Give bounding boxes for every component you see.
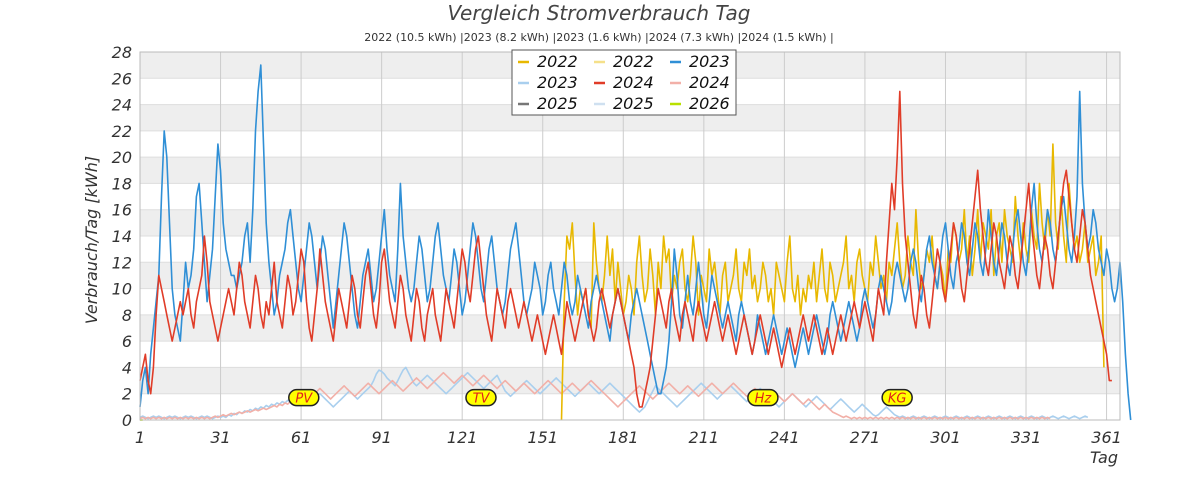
legend-label: 2025 bbox=[537, 94, 578, 113]
annotation-label: KG bbox=[888, 392, 907, 407]
plot-band bbox=[140, 367, 1120, 394]
legend-box bbox=[511, 49, 737, 116]
annotation-label: Hz bbox=[755, 392, 773, 407]
y-tick-label: 0 bbox=[122, 411, 132, 430]
annotation-badge bbox=[747, 388, 779, 407]
series-line-2024 bbox=[139, 90, 1112, 408]
annotation-badge bbox=[288, 388, 320, 407]
plot-band bbox=[140, 183, 1120, 210]
y-tick-label: 22 bbox=[112, 122, 132, 141]
legend-label: 2023 bbox=[689, 52, 730, 71]
x-tick-label: 301 bbox=[930, 428, 961, 447]
y-tick-label: 10 bbox=[112, 280, 132, 299]
y-tick-label: 8 bbox=[122, 306, 132, 325]
y-tick-label: 20 bbox=[112, 148, 132, 167]
legend-label: 2024 bbox=[613, 73, 654, 92]
x-tick-label: 151 bbox=[527, 428, 558, 447]
x-axis-label: Tag bbox=[1090, 448, 1118, 467]
y-tick-label: 2 bbox=[122, 385, 132, 404]
legend-label: 2023 bbox=[537, 73, 578, 92]
series-line-2023 bbox=[139, 64, 1132, 421]
annotation-badge bbox=[465, 388, 497, 407]
chart-subtitle: 2022 (10.5 kWh) |2023 (8.2 kWh) |2023 (1… bbox=[364, 31, 833, 44]
legend-label: 2025 bbox=[613, 94, 654, 113]
plot-band bbox=[140, 130, 1120, 158]
x-tick-label: 361 bbox=[1091, 428, 1122, 447]
y-tick-label: 18 bbox=[112, 174, 132, 193]
y-tick-label: 24 bbox=[112, 96, 132, 115]
x-tick-label: 61 bbox=[291, 428, 311, 447]
plot-band bbox=[140, 288, 1120, 315]
x-tick-label: 241 bbox=[769, 428, 800, 447]
legend-label: 2022 bbox=[537, 52, 578, 71]
x-tick-label: 31 bbox=[210, 428, 230, 447]
chart-title: Vergleich Stromverbrauch Tag bbox=[448, 1, 751, 25]
legend-label: 2024 bbox=[689, 73, 730, 92]
x-tick-label: 121 bbox=[447, 428, 478, 447]
y-tick-label: 28 bbox=[112, 43, 132, 62]
y-tick-label: 26 bbox=[112, 69, 132, 88]
y-tick-label: 14 bbox=[112, 227, 132, 246]
y-axis-label: Verbrauch/Tag [kWh] bbox=[82, 156, 101, 324]
x-tick-label: 271 bbox=[850, 428, 881, 447]
annotations: PV TV Hz KG bbox=[288, 388, 913, 407]
legend: 2022 2022 2023 2023 2024 2024 2025 2025 2026 bbox=[511, 49, 737, 116]
annotation-badge bbox=[881, 388, 913, 407]
annotation-label: TV bbox=[473, 392, 491, 407]
plot-band bbox=[140, 209, 1120, 236]
annotation-label: PV bbox=[295, 392, 313, 407]
x-tick-label: 331 bbox=[1011, 428, 1042, 447]
y-tick-label: 16 bbox=[112, 201, 132, 220]
legend-label: 2022 bbox=[613, 52, 654, 71]
x-tick-label: 1 bbox=[135, 428, 145, 447]
plot-band bbox=[140, 393, 1120, 420]
y-tick-label: 4 bbox=[122, 358, 132, 377]
x-tick-label: 211 bbox=[689, 428, 720, 447]
x-tick-label: 91 bbox=[371, 428, 391, 447]
y-tick-label: 12 bbox=[112, 253, 132, 272]
x-tick-label: 181 bbox=[608, 428, 639, 447]
legend-label: 2026 bbox=[689, 94, 730, 113]
y-tick-label: 6 bbox=[122, 332, 132, 351]
plot-band bbox=[140, 157, 1120, 184]
